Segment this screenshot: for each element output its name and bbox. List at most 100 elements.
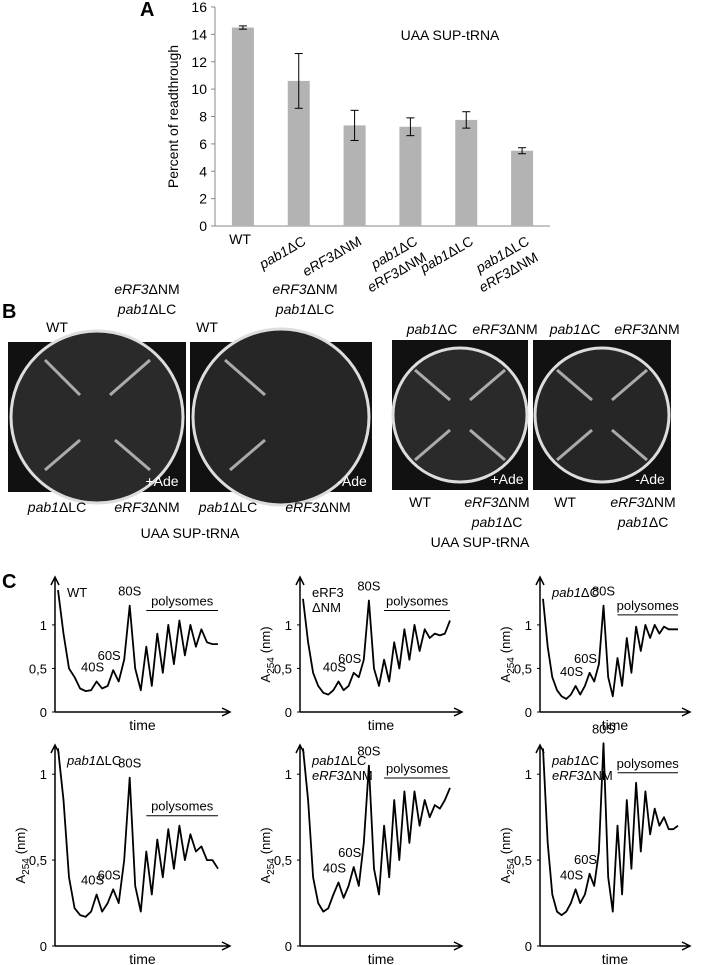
- peak-label: 60S: [574, 651, 597, 666]
- strain-label: pab1ΔLC: [117, 301, 176, 317]
- y-axis-label-part: A: [498, 674, 513, 683]
- x-axis: [55, 707, 232, 717]
- y-tick-label: 0: [525, 939, 532, 954]
- y-axis-label: A254 (nm): [13, 827, 32, 883]
- sample-label: eRF3: [312, 585, 344, 600]
- profile-line: [542, 598, 678, 700]
- strain-label: WT: [46, 319, 68, 335]
- y-tick-label: 0: [285, 939, 292, 954]
- medium-label: +Ade: [490, 471, 523, 487]
- y-tick-label: 0: [199, 218, 207, 234]
- peak-label: 80S: [357, 744, 380, 759]
- strain-label: eRF3ΔNM: [114, 281, 179, 297]
- bar: [343, 125, 366, 226]
- y-axis-label-part: A: [258, 674, 273, 683]
- profile-line: [542, 742, 679, 916]
- panel-label: B: [2, 301, 16, 323]
- y-tick-label: 0: [40, 939, 47, 954]
- y-tick-label: 10: [191, 81, 207, 97]
- medium-label: +Ade: [145, 473, 178, 489]
- sample-label: pab1ΔC: [551, 585, 599, 600]
- y-axis-label-part: 254: [266, 858, 277, 875]
- y-axis: [535, 743, 545, 946]
- y-tick-label: 0,5: [514, 853, 532, 868]
- y-tick-label: 1: [40, 767, 47, 782]
- y-axis: [295, 743, 305, 946]
- plate-images: [8, 327, 671, 507]
- x-axis-label: time: [129, 717, 156, 733]
- y-axis-label-part: A: [498, 875, 513, 884]
- strain-label: pab1ΔC: [617, 514, 669, 530]
- peak-label: polysomes: [151, 799, 214, 814]
- y-tick-label: 0,5: [274, 853, 292, 868]
- x-axis-label: time: [368, 717, 395, 733]
- y-tick-label: 1: [525, 767, 532, 782]
- peak-label: 40S: [560, 664, 583, 679]
- peak-label: 60S: [98, 867, 121, 882]
- caption: UAA SUP-tRNA: [141, 525, 240, 541]
- y-axis-label-part: 254: [266, 657, 277, 674]
- peak-label: polysomes: [617, 598, 680, 613]
- strain-label: pab1ΔLC: [275, 301, 334, 317]
- y-axis-label-part: 254: [21, 858, 32, 875]
- medium-label: -Ade: [635, 471, 665, 487]
- peak-label: 40S: [81, 872, 104, 887]
- y-axis-label-part: (nm): [258, 626, 273, 653]
- x-axis: [300, 941, 464, 951]
- y-tick-label: 4: [199, 163, 207, 179]
- y-axis-label-part: (nm): [13, 827, 28, 854]
- y-axis-label-part: (nm): [258, 827, 273, 854]
- profile-line: [302, 748, 451, 913]
- strain-label: eRF3ΔNM: [272, 281, 337, 297]
- bar: [287, 80, 310, 226]
- sample-label: pab1ΔLC: [66, 753, 121, 768]
- peak-label: 60S: [574, 852, 597, 867]
- sample-label: pab1ΔLC: [311, 753, 366, 768]
- y-tick-label: 0,5: [29, 853, 47, 868]
- peak-label: 80S: [118, 584, 141, 599]
- y-axis-label-part: A: [258, 875, 273, 884]
- y-axis-label: A254 (nm): [498, 626, 517, 682]
- annotation: UAA SUP-tRNA: [401, 27, 500, 43]
- strain-label: pab1ΔC: [406, 321, 458, 337]
- y-axis: [535, 575, 545, 712]
- peak-label: 60S: [338, 651, 361, 666]
- strain-label: eRF3ΔNM: [114, 499, 179, 515]
- peak-label: 60S: [338, 845, 361, 860]
- strain-label: pab1ΔC: [471, 514, 523, 530]
- strain-label: eRF3ΔNM: [472, 321, 537, 337]
- peak-label: polysomes: [151, 594, 214, 609]
- caption: UAA SUP-tRNA: [431, 534, 530, 550]
- y-axis-label-part: (nm): [498, 626, 513, 653]
- peak-label: 80S: [357, 579, 380, 594]
- y-tick-label: 1: [40, 618, 47, 633]
- y-tick-label: 14: [191, 26, 207, 42]
- y-tick-label: 1: [525, 618, 532, 633]
- y-tick-label: 8: [199, 109, 207, 125]
- x-axis-label: time: [602, 951, 629, 965]
- peak-label: polysomes: [386, 761, 449, 776]
- y-tick-label: 1: [285, 767, 292, 782]
- x-axis: [540, 941, 692, 951]
- x-axis-label: time: [368, 951, 395, 965]
- x-axis: [300, 707, 464, 717]
- sample-label: ΔNM: [312, 600, 341, 615]
- peak-label: 40S: [560, 867, 583, 882]
- y-tick-label: 0,5: [29, 661, 47, 676]
- y-tick-label: 0,5: [514, 661, 532, 676]
- y-axis-label-part: A: [13, 875, 28, 884]
- y-axis: [295, 575, 305, 712]
- peak-label: 80S: [118, 756, 141, 771]
- y-tick-label: 2: [199, 191, 207, 207]
- strain-label: WT: [554, 494, 576, 510]
- peak-label: 80S: [592, 721, 615, 736]
- y-tick-label: 0,5: [274, 661, 292, 676]
- bar: [231, 27, 254, 226]
- y-axis-label: A254 (nm): [258, 626, 277, 682]
- strain-label: eRF3ΔNM: [614, 321, 679, 337]
- panel-label: A: [140, 0, 154, 21]
- peak-label: 40S: [323, 660, 346, 675]
- strain-label: eRF3ΔNM: [464, 494, 529, 510]
- y-axis-label-part: (nm): [498, 827, 513, 854]
- strain-label: pab1ΔC: [549, 321, 601, 337]
